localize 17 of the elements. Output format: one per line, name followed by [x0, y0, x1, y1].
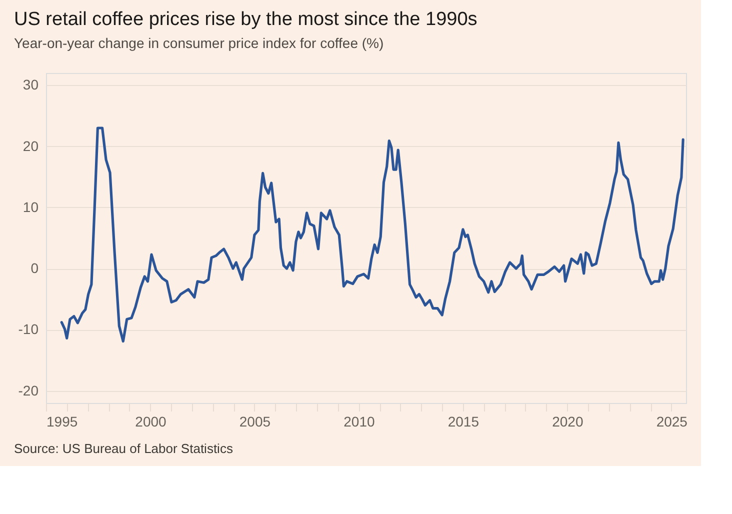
y-tick-label: 30: [22, 76, 39, 93]
chart-title: US retail coffee prices rise by the most since the 1990s: [14, 9, 478, 30]
x-tick-label: 2025: [656, 414, 688, 430]
x-tick-label: 2005: [239, 414, 271, 430]
y-tick-label: 10: [22, 198, 39, 215]
source-note: Source: US Bureau of Labor Statistics: [14, 441, 234, 456]
y-tick-label: -20: [18, 382, 39, 398]
line-series: [60, 126, 684, 343]
x-tick-label: 2000: [135, 414, 167, 430]
y-tick-label: 0: [30, 260, 39, 276]
y-tick-label: -10: [18, 321, 39, 338]
y-tick-label: 20: [22, 138, 39, 154]
x-tick-label: 2020: [552, 414, 584, 430]
x-tick-label: 2010: [344, 414, 375, 430]
x-tick-label: 1995: [46, 414, 78, 430]
x-tick-label: 2015: [448, 414, 480, 430]
chart-subtitle: Year-on-year change in consumer price index for coffee (%): [14, 35, 384, 51]
